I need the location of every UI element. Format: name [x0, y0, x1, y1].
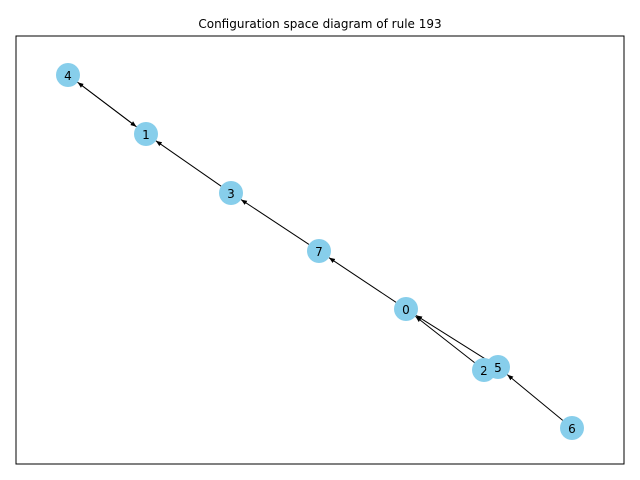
node-circle: [560, 416, 584, 440]
edges-layer: [77, 81, 564, 421]
node-circle: [307, 239, 331, 263]
node-1: 1: [134, 122, 158, 146]
node-4: 4: [56, 63, 80, 87]
edge-0-to-7: [328, 257, 397, 303]
figure-title: Configuration space diagram of rule 193: [198, 17, 441, 31]
edge-7-to-3: [240, 199, 310, 245]
node-label: 6: [568, 422, 576, 436]
node-label: 5: [494, 361, 502, 375]
node-label: 2: [480, 364, 488, 378]
node-label: 0: [402, 303, 410, 317]
edge-1-to-4: [77, 81, 137, 128]
plot-frame: [15, 35, 625, 465]
node-circle: [486, 355, 510, 379]
node-3: 3: [219, 181, 243, 205]
edge-6-to-5: [506, 374, 564, 421]
node-circle: [134, 122, 158, 146]
node-7: 7: [307, 239, 331, 263]
node-circle: [56, 63, 80, 87]
edge-5-to-0: [415, 314, 489, 362]
nodes-layer: 4 1 3 7 0 2 5 6: [56, 63, 584, 440]
node-5: 5: [486, 355, 510, 379]
node-label: 4: [64, 69, 72, 83]
edge-2-to-0: [415, 315, 475, 364]
node-label: 1: [142, 128, 150, 142]
edge-3-to-1: [155, 140, 222, 187]
node-6: 6: [560, 416, 584, 440]
node-label: 3: [227, 187, 235, 201]
node-label: 7: [315, 245, 323, 259]
node-0: 0: [394, 297, 418, 321]
node-circle: [394, 297, 418, 321]
node-circle: [219, 181, 243, 205]
